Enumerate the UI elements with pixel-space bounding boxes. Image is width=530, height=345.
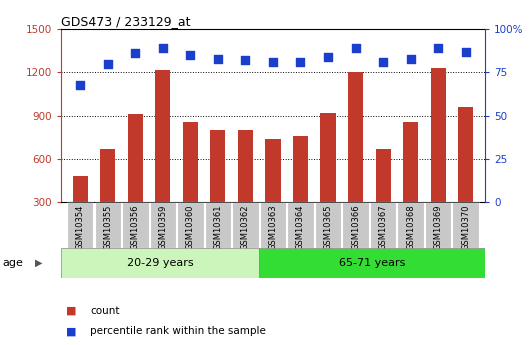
FancyBboxPatch shape: [122, 202, 148, 248]
Text: GSM10363: GSM10363: [269, 204, 277, 250]
Text: GSM10360: GSM10360: [186, 204, 195, 250]
FancyBboxPatch shape: [425, 202, 452, 248]
Point: [131, 51, 139, 56]
Point: [462, 49, 470, 55]
Text: GSM10365: GSM10365: [323, 204, 332, 250]
FancyBboxPatch shape: [260, 202, 286, 248]
Bar: [321, 113, 335, 202]
Text: GSM10369: GSM10369: [434, 204, 443, 250]
Bar: [183, 122, 198, 202]
Point: [351, 46, 360, 51]
Text: GSM10361: GSM10361: [214, 204, 223, 250]
Bar: [238, 130, 253, 202]
FancyBboxPatch shape: [370, 202, 396, 248]
Point: [269, 59, 277, 65]
FancyBboxPatch shape: [287, 202, 314, 248]
Point: [76, 82, 84, 87]
Bar: [403, 122, 418, 202]
Text: GSM10354: GSM10354: [76, 204, 85, 249]
Point: [103, 61, 112, 67]
Bar: [210, 130, 225, 202]
Bar: [73, 176, 88, 202]
Text: ■: ■: [66, 306, 77, 315]
FancyBboxPatch shape: [205, 202, 231, 248]
Text: percentile rank within the sample: percentile rank within the sample: [90, 326, 266, 336]
Text: GSM10368: GSM10368: [406, 204, 415, 250]
Text: GSM10367: GSM10367: [378, 204, 387, 250]
Point: [379, 59, 387, 65]
Bar: [348, 72, 363, 202]
Text: GSM10364: GSM10364: [296, 204, 305, 250]
Point: [407, 56, 415, 61]
Text: 65-71 years: 65-71 years: [339, 258, 405, 268]
FancyBboxPatch shape: [398, 202, 424, 248]
Bar: [155, 70, 170, 202]
FancyBboxPatch shape: [61, 248, 259, 278]
FancyBboxPatch shape: [315, 202, 341, 248]
FancyBboxPatch shape: [232, 202, 259, 248]
Bar: [430, 68, 446, 202]
Bar: [266, 139, 280, 202]
Bar: [293, 136, 308, 202]
FancyBboxPatch shape: [149, 202, 176, 248]
Text: ■: ■: [66, 326, 77, 336]
Text: ▶: ▶: [35, 258, 42, 268]
Point: [158, 46, 167, 51]
Point: [214, 56, 222, 61]
Text: GSM10355: GSM10355: [103, 204, 112, 249]
Point: [241, 58, 250, 63]
Bar: [376, 149, 391, 202]
Text: count: count: [90, 306, 120, 315]
Bar: [100, 149, 116, 202]
Point: [324, 54, 332, 60]
FancyBboxPatch shape: [342, 202, 369, 248]
FancyBboxPatch shape: [177, 202, 204, 248]
Text: GSM10362: GSM10362: [241, 204, 250, 250]
FancyBboxPatch shape: [94, 202, 121, 248]
FancyBboxPatch shape: [67, 202, 93, 248]
Bar: [458, 107, 473, 202]
Point: [296, 59, 305, 65]
Text: GSM10370: GSM10370: [461, 204, 470, 250]
Text: 20-29 years: 20-29 years: [127, 258, 193, 268]
Text: GSM10366: GSM10366: [351, 204, 360, 250]
Text: GSM10359: GSM10359: [158, 204, 167, 249]
FancyBboxPatch shape: [259, 248, 485, 278]
Text: GSM10356: GSM10356: [131, 204, 140, 250]
Text: GDS473 / 233129_at: GDS473 / 233129_at: [61, 15, 190, 28]
Text: age: age: [3, 258, 23, 268]
Point: [186, 52, 195, 58]
Point: [434, 46, 443, 51]
FancyBboxPatch shape: [453, 202, 479, 248]
Bar: [128, 114, 143, 202]
